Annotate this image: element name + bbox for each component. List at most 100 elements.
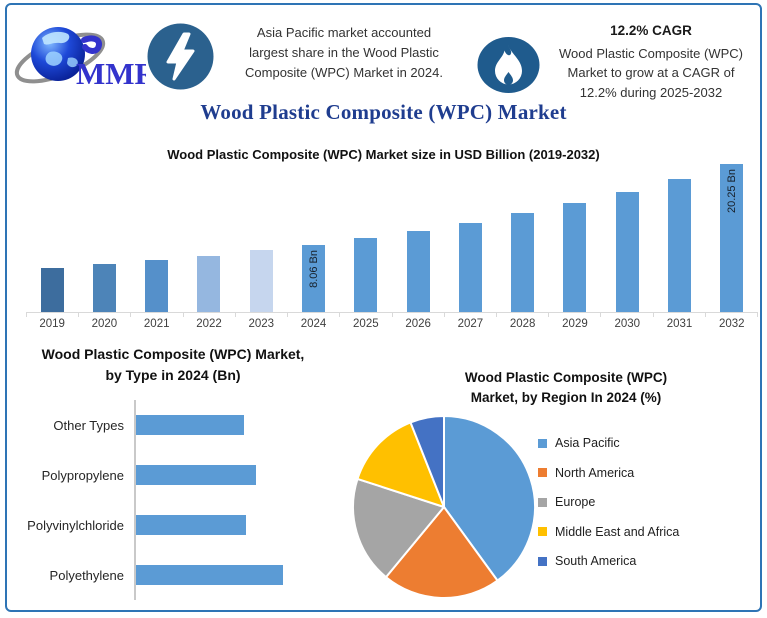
- trend-bar-2024: 8.06 Bn: [302, 245, 326, 312]
- trend-bar-2031: [668, 179, 692, 312]
- legend-label: Asia Pacific: [555, 436, 620, 450]
- pie-slice-europe: [352, 477, 445, 579]
- pie-slice-middle-east-and-africa: [356, 421, 445, 508]
- type-category-label: Polyethylene: [49, 567, 124, 583]
- trend-bar-2030: [615, 192, 639, 312]
- trend-bar-column: [444, 164, 496, 312]
- legend-item: Europe: [538, 493, 679, 511]
- trend-bar-column: [235, 164, 287, 312]
- x-axis-label: 2029: [562, 318, 588, 330]
- trend-bar-column: [340, 164, 392, 312]
- bar-value-label: 8.06 Bn: [307, 250, 320, 288]
- axis-tick: [340, 313, 393, 317]
- outer-border: [5, 3, 762, 612]
- legend-swatch-icon: [538, 497, 547, 507]
- axis-tick: [601, 313, 654, 317]
- trend-bar-column: 8.06 Bn: [287, 164, 339, 312]
- pie-slice-south-america: [409, 415, 445, 508]
- pie-slice-asia-pacific: [443, 415, 536, 582]
- x-axis-label: 2020: [91, 318, 118, 330]
- trend-bar-column: [497, 164, 549, 312]
- trend-bar-column: 20.25 Bn: [706, 164, 758, 312]
- trend-bar-2021: [145, 260, 169, 312]
- type-bar-polyethylene: [136, 565, 283, 585]
- type-chart-rows: Other Types Polypropylene Polyvinylchlorid…: [16, 400, 326, 600]
- type-row: Polyethylene: [16, 550, 326, 600]
- flame-icon: [477, 36, 540, 94]
- trend-bar-column: [392, 164, 444, 312]
- region-chart-title-line: Market, by Region In 2024 (%): [470, 390, 662, 405]
- trend-bar-column: [183, 164, 235, 312]
- type-bar-track: [134, 550, 326, 600]
- type-category-label: Other Types: [53, 417, 124, 433]
- type-bar-polyvinylchloride: [136, 515, 246, 535]
- trend-bar-column: [549, 164, 601, 312]
- axis-tick: [288, 313, 341, 317]
- highlight-right-line: Market to grow at a CAGR of: [567, 65, 735, 80]
- type-row: Other Types: [16, 400, 326, 450]
- type-bar-polypropylene: [136, 465, 256, 485]
- axis-tick: [706, 313, 759, 317]
- region-chart-title: Wood Plastic Composite (WPC) Market, by …: [400, 368, 732, 408]
- pie-slice-north-america: [385, 506, 499, 599]
- type-row: Polyvinylchloride: [16, 500, 326, 550]
- trend-bar-column: [131, 164, 183, 312]
- legend-item: Asia Pacific: [538, 434, 679, 452]
- trend-bar-2029: [563, 203, 587, 312]
- legend-label: Middle East and Africa: [555, 524, 680, 539]
- region-chart-title-line: Wood Plastic Composite (WPC): [464, 370, 668, 385]
- legend-label: North America: [555, 465, 635, 480]
- trend-bar-2023: [249, 250, 273, 312]
- trend-bar-column: [653, 164, 705, 312]
- x-axis-label: 2027: [457, 318, 484, 330]
- x-axis-label: 2031: [666, 318, 693, 330]
- trend-bar-2019: [40, 268, 64, 312]
- trend-bar-2028: [511, 213, 535, 312]
- header-highlight-left: Asia Pacific market accounted largest sh…: [220, 23, 468, 83]
- trend-bar-column: [26, 164, 78, 312]
- axis-tick: [79, 313, 132, 317]
- axis-tick: [654, 313, 706, 317]
- trend-x-axis: [26, 312, 759, 317]
- trend-x-labels: 2019 2020 2021 2022 2023 2024 2025 2026 2027 2028…: [26, 318, 758, 330]
- type-category-label: Polyvinylchloride: [27, 517, 124, 533]
- legend-swatch-icon: [538, 468, 547, 477]
- type-chart-title-line: by Type in 2024 (Bn): [105, 367, 241, 383]
- legend-swatch-icon: [538, 438, 547, 448]
- axis-tick: [393, 313, 445, 317]
- legend-item: North America: [538, 464, 679, 482]
- type-bar-track: [134, 400, 326, 450]
- page-title: Wood Plastic Composite (WPC) Market: [200, 100, 567, 124]
- legend-label: Europe: [555, 495, 596, 509]
- x-axis-label: 2030: [614, 318, 641, 330]
- x-axis-label: 2022: [196, 318, 222, 330]
- trend-bar-column: [78, 164, 130, 312]
- x-axis-label: 2023: [248, 318, 275, 330]
- trend-chart-title: Wood Plastic Composite (WPC) Market size…: [167, 147, 600, 162]
- legend-label: South America: [555, 554, 637, 568]
- globe-icon: MMR: [14, 27, 158, 91]
- axis-tick: [497, 313, 550, 317]
- region-pie-chart: [352, 415, 536, 599]
- type-row: Polypropylene: [16, 450, 326, 500]
- trend-bar-2022: [197, 256, 221, 312]
- x-axis-label: 2032: [719, 318, 745, 330]
- highlight-right-line: 12.2% during 2025-2032: [579, 84, 723, 100]
- trend-bar-2020: [92, 264, 116, 312]
- x-axis-label: 2026: [405, 318, 431, 330]
- trend-bar-column: [601, 164, 653, 312]
- trend-bar-2025: [354, 238, 378, 312]
- highlight-left-line: Asia Pacific market accounted: [256, 25, 432, 40]
- axis-tick: [445, 313, 497, 317]
- x-axis-label: 2028: [509, 318, 536, 330]
- type-bar-other-types: [136, 415, 244, 435]
- x-axis-label: 2025: [353, 318, 379, 330]
- type-chart-title-line: Wood Plastic Composite (WPC) Market,: [41, 346, 305, 362]
- trend-bar-2032: 20.25 Bn: [720, 164, 744, 312]
- type-bar-track: [134, 450, 326, 500]
- type-bar-track: [134, 500, 326, 550]
- x-axis-label: 2019: [39, 318, 65, 330]
- x-axis-label: 2021: [143, 318, 170, 330]
- type-chart-title: Wood Plastic Composite (WPC) Market, by …: [8, 344, 338, 386]
- legend-item: Middle East and Africa: [538, 523, 679, 541]
